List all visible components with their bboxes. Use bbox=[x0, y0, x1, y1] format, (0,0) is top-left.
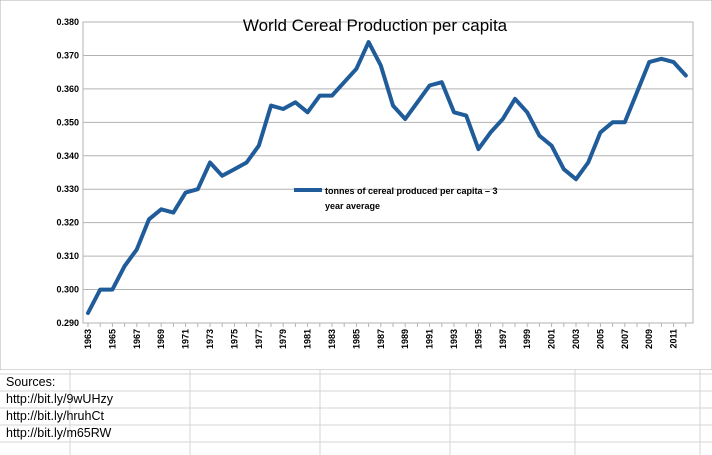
data-point-1980 bbox=[294, 101, 297, 104]
x-tick-label-2005: 2005 bbox=[595, 329, 605, 349]
x-tick-label-1981: 1981 bbox=[303, 329, 313, 349]
data-point-2011 bbox=[672, 60, 675, 64]
data-point-1986 bbox=[367, 40, 370, 44]
x-tick-label-1967: 1967 bbox=[132, 329, 142, 349]
data-point-1989 bbox=[404, 117, 407, 121]
x-tick-label-1971: 1971 bbox=[181, 329, 191, 349]
data-point-1984 bbox=[343, 81, 346, 84]
data-point-1990 bbox=[416, 101, 419, 104]
x-tick-label-1963: 1963 bbox=[83, 329, 93, 349]
data-point-2001 bbox=[550, 144, 553, 147]
data-point-1971 bbox=[184, 191, 187, 194]
y-tick-label-5: 0.330 bbox=[56, 184, 79, 194]
x-tick-label-1979: 1979 bbox=[278, 329, 288, 349]
x-tick-label-1983: 1983 bbox=[327, 329, 337, 349]
plot-area-frame bbox=[82, 21, 694, 324]
x-tick-label-2011: 2011 bbox=[669, 329, 679, 349]
data-point-2005 bbox=[599, 131, 602, 134]
data-point-2003 bbox=[574, 177, 578, 181]
source-link-3[interactable]: http://bit.ly/m65RW bbox=[6, 426, 112, 440]
data-point-1969 bbox=[160, 208, 163, 211]
x-tick-label-1999: 1999 bbox=[522, 329, 532, 349]
data-point-1963 bbox=[86, 311, 90, 315]
x-tick-label-1987: 1987 bbox=[376, 329, 386, 349]
data-point-1993 bbox=[452, 111, 456, 114]
x-tick-label-2009: 2009 bbox=[644, 329, 654, 349]
x-tick-label-2001: 2001 bbox=[547, 329, 557, 349]
data-point-2004 bbox=[587, 161, 590, 164]
x-tick-label-1993: 1993 bbox=[449, 329, 459, 349]
data-point-1998 bbox=[513, 97, 517, 101]
y-tick-label-6: 0.340 bbox=[56, 151, 79, 161]
x-tick-label-1991: 1991 bbox=[425, 329, 435, 349]
x-tick-label-2003: 2003 bbox=[571, 329, 581, 349]
source-link-1[interactable]: http://bit.ly/9wUHzy bbox=[6, 392, 113, 406]
data-point-1987 bbox=[379, 64, 382, 67]
data-point-1972 bbox=[196, 188, 199, 191]
chart-title: World Cereal Production per capita bbox=[243, 16, 508, 35]
data-point-1968 bbox=[147, 218, 151, 221]
data-point-1976 bbox=[245, 161, 248, 164]
data-point-1978 bbox=[269, 104, 273, 107]
y-tick-label-1: 0.290 bbox=[56, 318, 79, 328]
x-tick-label-2007: 2007 bbox=[620, 329, 630, 349]
data-point-1997 bbox=[501, 117, 504, 121]
y-tick-label-7: 0.350 bbox=[56, 117, 79, 127]
data-point-1994 bbox=[465, 114, 468, 117]
x-tick-label-1975: 1975 bbox=[229, 329, 239, 349]
legend-label-line-2: year average bbox=[325, 201, 380, 211]
data-point-1974 bbox=[221, 174, 224, 178]
x-tick-label-1989: 1989 bbox=[400, 329, 410, 349]
data-point-2002 bbox=[562, 167, 565, 171]
data-point-1992 bbox=[440, 81, 443, 84]
data-point-2008 bbox=[635, 91, 639, 94]
data-point-1966 bbox=[123, 264, 126, 268]
y-tick-label-4: 0.320 bbox=[56, 218, 79, 228]
y-tick-label-8: 0.360 bbox=[56, 84, 79, 94]
x-tick-label-1977: 1977 bbox=[254, 329, 264, 349]
data-point-1983 bbox=[330, 94, 334, 97]
data-point-1995 bbox=[477, 147, 480, 151]
data-point-1985 bbox=[355, 67, 358, 71]
data-point-1977 bbox=[257, 144, 260, 147]
data-point-1970 bbox=[172, 211, 175, 214]
data-point-1981 bbox=[306, 111, 309, 114]
sources-block: Sources: http://bit.ly/9wUHzy http://bit… bbox=[6, 374, 113, 442]
data-point-1973 bbox=[208, 161, 212, 164]
data-point-1991 bbox=[428, 84, 431, 87]
line-chart: 0.290 0.300 0.310 0.320 0.330 0.340 0.350 0.360… bbox=[0, 0, 712, 370]
data-point-1999 bbox=[526, 111, 529, 114]
data-point-1964 bbox=[99, 288, 102, 291]
data-point-2006 bbox=[611, 121, 614, 124]
y-tick-label-3: 0.310 bbox=[56, 251, 79, 261]
data-point-2012 bbox=[684, 74, 687, 77]
chart-background bbox=[0, 0, 712, 370]
data-point-2009 bbox=[648, 60, 651, 64]
source-link-2[interactable]: http://bit.ly/hruhCt bbox=[6, 409, 104, 423]
data-point-1982 bbox=[318, 94, 321, 97]
data-point-2010 bbox=[660, 57, 663, 60]
x-tick-label-1997: 1997 bbox=[498, 329, 508, 349]
y-tick-label-2: 0.300 bbox=[56, 285, 79, 295]
series-line-1 bbox=[86, 40, 688, 315]
data-point-1979 bbox=[282, 107, 285, 111]
sources-heading: Sources: bbox=[6, 375, 56, 389]
data-point-1967 bbox=[135, 248, 138, 251]
y-tick-label-10: 0.380 bbox=[56, 17, 79, 27]
x-tick-label-1973: 1973 bbox=[205, 329, 215, 349]
x-tick-label-1985: 1985 bbox=[351, 329, 361, 349]
data-point-1988 bbox=[391, 104, 395, 107]
legend-label-line-1: tonnes of cereal produced per capita – 3 bbox=[325, 186, 498, 196]
data-point-2000 bbox=[538, 134, 541, 137]
data-point-1996 bbox=[489, 131, 492, 134]
data-point-1965 bbox=[111, 288, 114, 291]
x-tick-label-1969: 1969 bbox=[156, 329, 166, 349]
x-tick-label-1995: 1995 bbox=[473, 329, 483, 349]
data-point-1975 bbox=[233, 167, 236, 171]
y-tick-label-9: 0.370 bbox=[56, 50, 79, 60]
x-tick-label-1965: 1965 bbox=[107, 329, 117, 349]
data-point-2007 bbox=[623, 121, 626, 124]
